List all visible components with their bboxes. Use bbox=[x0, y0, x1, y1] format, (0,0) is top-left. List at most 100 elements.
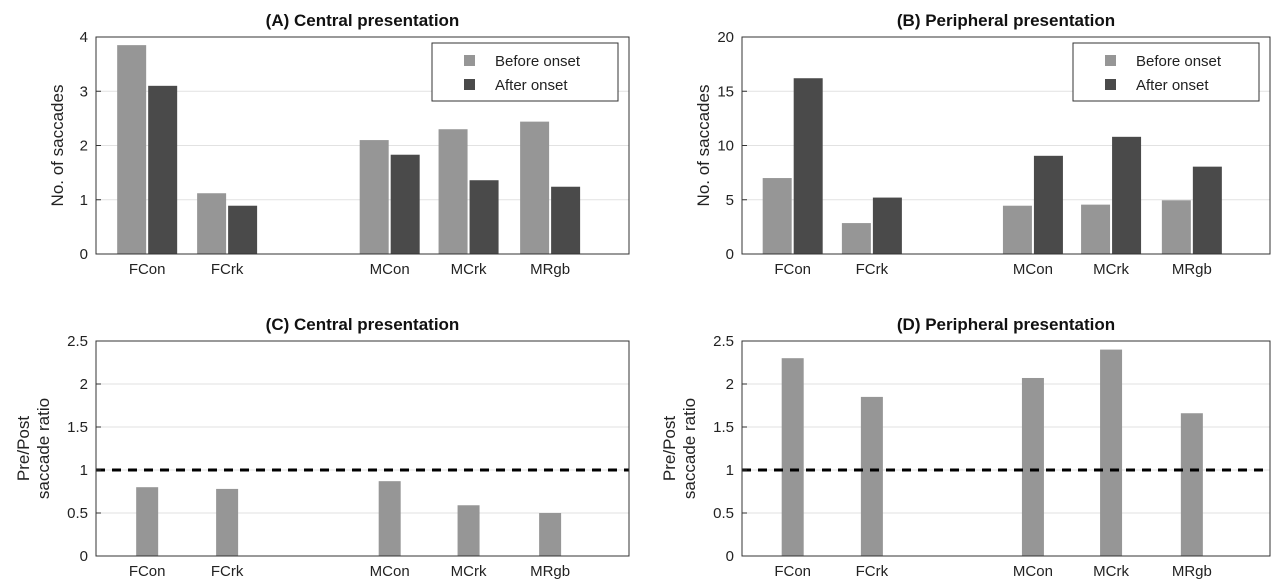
bar-a-fcon-s0 bbox=[117, 45, 147, 255]
bar-c-mcrk-s0 bbox=[457, 505, 480, 556]
bar-d-fcrk-s0 bbox=[860, 396, 883, 556]
legend-swatch bbox=[464, 79, 475, 90]
bar-a-mcon-s1 bbox=[390, 154, 420, 254]
bar-a-fcon-s1 bbox=[148, 85, 178, 254]
y-tick-label: 20 bbox=[717, 29, 734, 46]
bar-d-mcrk-s0 bbox=[1100, 349, 1123, 556]
x-tick-label: FCon bbox=[129, 563, 166, 580]
y-tick-label: 0 bbox=[726, 548, 734, 565]
x-tick-label: FCrk bbox=[856, 563, 889, 580]
legend-box bbox=[1072, 42, 1260, 102]
y-axis-label: No. of saccades bbox=[48, 85, 67, 207]
y-tick-label: 1.5 bbox=[713, 419, 734, 436]
bar-a-mcon-s0 bbox=[359, 140, 389, 254]
x-tick-label: MCon bbox=[370, 261, 410, 278]
bar-a-mrgb-s1 bbox=[551, 186, 581, 254]
y-tick-label: 5 bbox=[726, 192, 734, 209]
plot-frame bbox=[741, 340, 1271, 557]
x-tick-label: FCon bbox=[129, 261, 166, 278]
x-tick-label: FCrk bbox=[211, 563, 244, 580]
x-tick-label: FCon bbox=[774, 563, 811, 580]
y-tick-label: 1 bbox=[80, 192, 88, 209]
y-axis-label: Pre/Post bbox=[660, 416, 679, 481]
y-tick-label: 0.5 bbox=[67, 505, 88, 522]
y-tick-label: 0 bbox=[80, 548, 88, 565]
bar-a-fcrk-s0 bbox=[197, 193, 227, 254]
y-tick-label: 3 bbox=[80, 83, 88, 100]
x-tick-label: MCrk bbox=[451, 261, 487, 278]
bar-b-mcon-s1 bbox=[1033, 155, 1063, 254]
bar-c-mrgb-s0 bbox=[539, 513, 562, 556]
legend-label: After onset bbox=[495, 77, 568, 94]
y-axis-label: saccade ratio bbox=[34, 398, 53, 499]
y-tick-label: 1 bbox=[80, 462, 88, 479]
x-tick-label: MCon bbox=[370, 563, 410, 580]
y-tick-label: 1 bbox=[726, 462, 734, 479]
bar-d-fcon-s0 bbox=[781, 358, 804, 556]
legend-swatch bbox=[464, 55, 475, 66]
bar-b-mrgb-s1 bbox=[1192, 166, 1222, 254]
panel-d: 0 0.5 1 1.5 2 2.5 FCon FCrk MCon MCrk MRgb (D) Peri… bbox=[660, 315, 1271, 580]
y-tick-label: 0.5 bbox=[713, 505, 734, 522]
legend-swatch bbox=[1105, 55, 1116, 66]
legend-label: Before onset bbox=[495, 53, 581, 70]
x-tick-label: FCrk bbox=[856, 261, 889, 278]
x-tick-label: FCrk bbox=[211, 261, 244, 278]
x-tick-label: FCon bbox=[774, 261, 811, 278]
plot-frame bbox=[95, 340, 630, 557]
chart-title: (C) Central presentation bbox=[266, 315, 460, 334]
y-tick-label: 1.5 bbox=[67, 419, 88, 436]
y-axis-label: saccade ratio bbox=[680, 398, 699, 499]
bar-d-mrgb-s0 bbox=[1180, 413, 1203, 556]
y-axis-label: Pre/Post bbox=[14, 416, 33, 481]
x-tick-label: MCon bbox=[1013, 563, 1053, 580]
bar-c-mcon-s0 bbox=[378, 481, 401, 556]
bar-a-mcrk-s0 bbox=[438, 129, 468, 254]
x-tick-label: MCrk bbox=[1093, 261, 1129, 278]
y-tick-label: 2.5 bbox=[67, 333, 88, 350]
y-tick-label: 15 bbox=[717, 83, 734, 100]
legend: Before onset After onset bbox=[1072, 42, 1260, 102]
legend-label: Before onset bbox=[1136, 53, 1222, 70]
panel-c: 0 0.5 1 1.5 2 2.5 FCon FCrk MCon MCrk MRgb (C) Cent… bbox=[14, 315, 630, 580]
bar-c-fcrk-s0 bbox=[216, 488, 239, 556]
bar-a-fcrk-s1 bbox=[228, 205, 258, 254]
y-tick-label: 0 bbox=[726, 246, 734, 263]
x-tick-label: MCrk bbox=[451, 563, 487, 580]
panel-b: 0 5 10 15 20 FCon FCrk MCon MCrk MRgb (B) Peripher… bbox=[694, 11, 1271, 278]
bar-b-mcrk-s1 bbox=[1112, 136, 1142, 254]
y-tick-label: 2 bbox=[80, 376, 88, 393]
legend-label: After onset bbox=[1136, 77, 1209, 94]
bar-b-mrgb-s0 bbox=[1161, 200, 1191, 254]
bar-b-fcon-s0 bbox=[762, 178, 792, 254]
chart-title: (B) Peripheral presentation bbox=[897, 11, 1115, 30]
bar-b-mcon-s0 bbox=[1002, 205, 1032, 254]
x-tick-label: MCon bbox=[1013, 261, 1053, 278]
bar-d-mcon-s0 bbox=[1021, 377, 1044, 556]
legend-swatch bbox=[1105, 79, 1116, 90]
bar-b-mcrk-s0 bbox=[1081, 204, 1111, 254]
y-tick-label: 10 bbox=[717, 138, 734, 155]
x-tick-label: MRgb bbox=[1172, 261, 1212, 278]
x-tick-label: MRgb bbox=[530, 261, 570, 278]
chart-title: (D) Peripheral presentation bbox=[897, 315, 1115, 334]
bar-c-fcon-s0 bbox=[136, 487, 159, 556]
y-tick-label: 2 bbox=[726, 376, 734, 393]
bar-b-fcon-s1 bbox=[793, 78, 823, 254]
bar-b-fcrk-s0 bbox=[841, 223, 871, 254]
bar-b-fcrk-s1 bbox=[872, 197, 902, 254]
bar-a-mrgb-s0 bbox=[520, 121, 550, 254]
legend: Before onset After onset bbox=[431, 42, 619, 102]
y-tick-label: 2 bbox=[80, 138, 88, 155]
panel-a: 0 1 2 3 4 FCon FCrk MCon MCrk MRgb (A) Central pre… bbox=[48, 11, 630, 278]
x-tick-label: MRgb bbox=[1172, 563, 1212, 580]
x-tick-label: MRgb bbox=[530, 563, 570, 580]
x-tick-label: MCrk bbox=[1093, 563, 1129, 580]
legend-box bbox=[431, 42, 619, 102]
y-tick-label: 4 bbox=[80, 29, 88, 46]
y-axis-label: No. of saccades bbox=[694, 85, 713, 207]
chart-title: (A) Central presentation bbox=[266, 11, 460, 30]
y-tick-label: 0 bbox=[80, 246, 88, 263]
bar-a-mcrk-s1 bbox=[469, 180, 499, 254]
